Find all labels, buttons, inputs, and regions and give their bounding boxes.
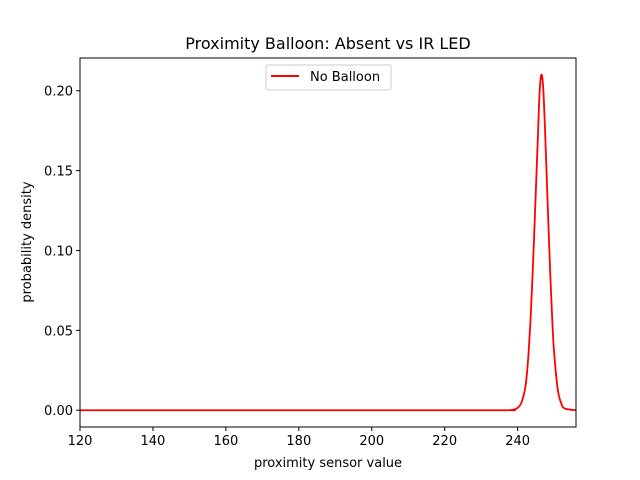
- legend: No Balloon: [265, 64, 392, 91]
- chart-title: Proximity Balloon: Absent vs IR LED: [185, 34, 470, 53]
- x-tick-label: 140: [141, 434, 166, 449]
- x-tick-label: 180: [286, 434, 311, 449]
- y-tick-label: 0.20: [44, 85, 73, 100]
- y-tick-label: 0.15: [44, 165, 73, 180]
- legend-label-no-balloon: No Balloon: [310, 70, 380, 85]
- x-tick-label: 240: [505, 434, 530, 449]
- legend-box: [265, 64, 392, 91]
- axes-frame: [79, 57, 577, 428]
- y-axis-label: probability density: [20, 181, 35, 302]
- plot-area: 120 140 160 180 200 220 240 0.00 0.05 0.10 0.15 0.2…: [44, 57, 577, 449]
- x-axis-label: proximity sensor value: [254, 456, 402, 471]
- y-tick-label: 0.00: [44, 404, 73, 419]
- ticks-group: 120 140 160 180 200 220 240 0.00 0.05 0.10 0.15 0.2…: [44, 85, 530, 449]
- y-tick-label: 0.05: [44, 324, 73, 339]
- series-layer: [80, 73, 576, 412]
- x-tick-label: 220: [432, 434, 457, 449]
- x-tick-label: 120: [68, 434, 93, 449]
- y-tick-label: 0.10: [44, 244, 73, 259]
- x-tick-label: 200: [359, 434, 384, 449]
- series-line-no-balloon: [80, 73, 576, 412]
- x-tick-label: 160: [213, 434, 238, 449]
